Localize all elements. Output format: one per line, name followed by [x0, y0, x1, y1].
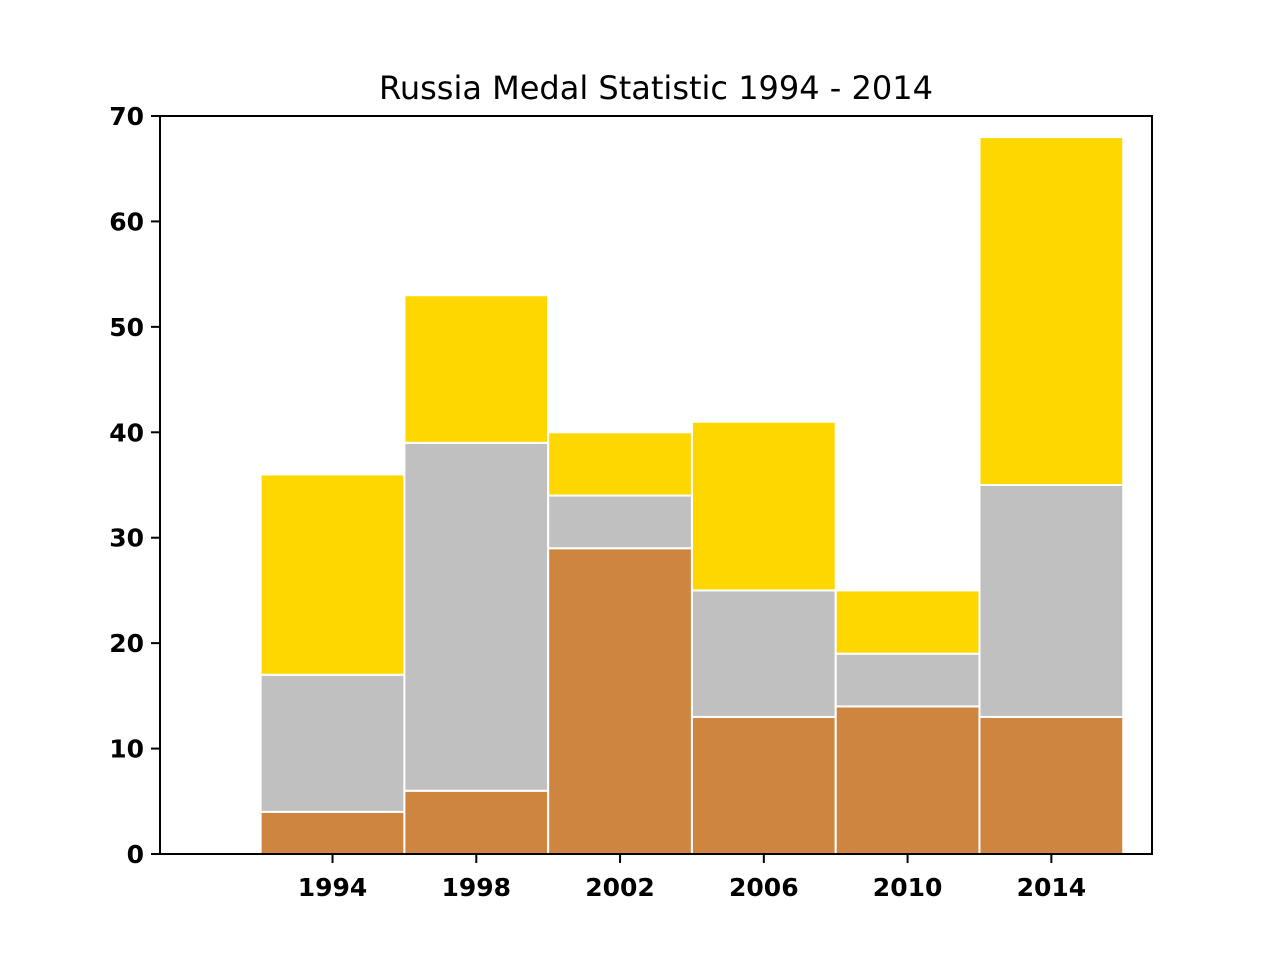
y-tick-label: 70 [109, 102, 144, 131]
x-tick-label: 2010 [873, 873, 943, 902]
x-tick-label: 2002 [585, 873, 655, 902]
bar-2002-segment-2 [547, 494, 693, 550]
plot-frame [159, 115, 1153, 855]
x-tick-label: 2006 [729, 873, 799, 902]
x-tick-label: 1994 [298, 873, 368, 902]
y-tick-label: 0 [127, 840, 144, 869]
bar-2006-segment-3 [690, 420, 837, 592]
x-tick-label: 2014 [1017, 873, 1087, 902]
bar-2014-segment-3 [978, 136, 1125, 486]
y-tick-label: 40 [109, 418, 144, 447]
y-tick-label: 50 [109, 313, 144, 342]
bar-1994-segment-1 [259, 810, 406, 855]
bar-2002-segment-1 [547, 547, 693, 855]
bar-1994-segment-2 [259, 673, 406, 813]
x-axis: 1994 1998 2002 2006 2010 2014 [298, 854, 1086, 902]
chart-title: Russia Medal Statistic 1994 - 2014 [379, 69, 933, 107]
bar-2014-segment-2 [978, 484, 1125, 718]
bars-layer [259, 136, 1125, 856]
bar-1998-segment-1 [403, 789, 550, 855]
y-axis: 0 10 20 30 40 50 60 70 [109, 102, 160, 869]
bar-2006-segment-2 [690, 589, 837, 718]
bar-2002-segment-3 [547, 431, 693, 497]
y-tick-label: 30 [109, 524, 144, 553]
y-tick-label: 20 [109, 629, 144, 658]
bar-2010-segment-2 [834, 652, 981, 708]
bar-1998-segment-2 [403, 441, 550, 792]
bar-2006-segment-1 [690, 715, 837, 856]
bar-2010-segment-1 [834, 705, 981, 856]
bar-2014-segment-1 [978, 715, 1125, 856]
bar-1994-segment-3 [259, 473, 406, 676]
bar-1998-segment-3 [403, 294, 550, 444]
y-tick-label: 10 [109, 735, 144, 764]
bar-2010-segment-3 [834, 589, 981, 655]
x-tick-label: 1998 [441, 873, 511, 902]
y-tick-label: 60 [109, 207, 144, 236]
